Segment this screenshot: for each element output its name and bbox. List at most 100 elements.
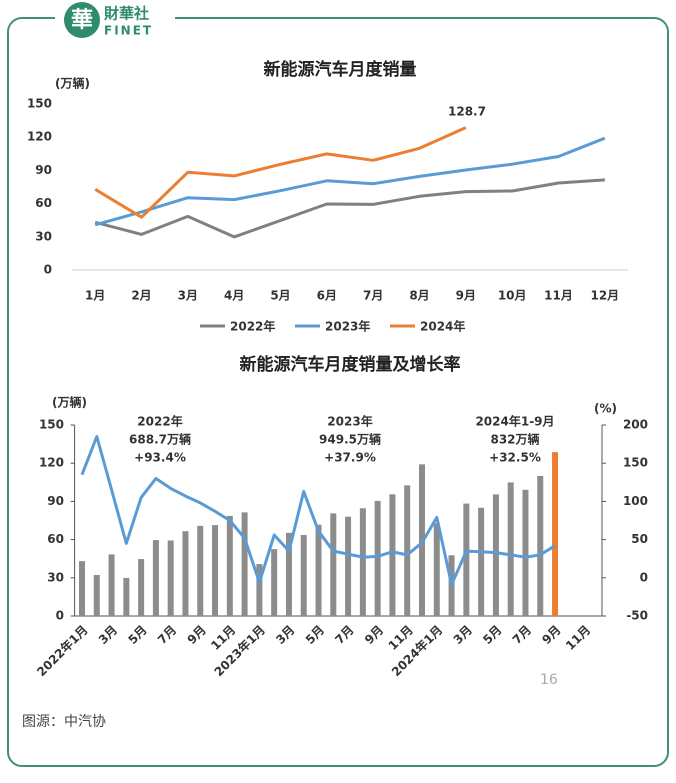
y-tick-label: 120 bbox=[27, 130, 52, 144]
y-tick-label: 150 bbox=[27, 97, 52, 111]
bar bbox=[182, 531, 189, 616]
annotation: 2023年 bbox=[327, 414, 372, 429]
bar bbox=[492, 494, 499, 616]
y2-tick-label: 50 bbox=[631, 532, 648, 546]
x-tick-label: 11月 bbox=[544, 289, 573, 303]
x-tick-label: 5月 bbox=[303, 623, 327, 647]
source: 图源：中汽协 bbox=[22, 714, 106, 730]
y-tick-label: 30 bbox=[35, 229, 52, 243]
x-tick-label: 5月 bbox=[480, 623, 504, 647]
y-axis-label: (万辆) bbox=[52, 395, 87, 410]
chart-title: 新能源汽车月度销量及增长率 bbox=[240, 354, 461, 375]
bar bbox=[108, 554, 115, 616]
x-tick-label: 8月 bbox=[409, 289, 429, 303]
bar bbox=[212, 525, 219, 616]
bar bbox=[93, 574, 100, 616]
bar bbox=[359, 508, 366, 616]
legend-label: 2022年 bbox=[230, 319, 275, 334]
bar bbox=[123, 577, 130, 616]
x-tick-label: 3月 bbox=[273, 623, 297, 647]
bar bbox=[478, 507, 485, 616]
line-series bbox=[80, 435, 556, 587]
bar bbox=[167, 540, 174, 616]
bar bbox=[197, 525, 204, 616]
y2-tick-label: 100 bbox=[623, 494, 648, 508]
bar bbox=[374, 500, 381, 616]
bar bbox=[345, 516, 352, 616]
y-tick-label: 0 bbox=[44, 263, 52, 277]
bar bbox=[537, 475, 544, 616]
annotation: 832万辆 bbox=[490, 432, 539, 447]
annotation: 2024年1-9月 bbox=[475, 414, 554, 429]
bar bbox=[507, 482, 514, 616]
x-tick-label: 9月 bbox=[539, 623, 563, 647]
bar bbox=[241, 512, 248, 616]
x-tick-label: 7月 bbox=[155, 623, 179, 647]
y2-axis-label: (%) bbox=[594, 402, 617, 416]
bar bbox=[433, 523, 440, 616]
y-tick-label: 60 bbox=[35, 196, 52, 210]
y-tick-label: 120 bbox=[39, 456, 64, 470]
x-tick-label: 2022年1月 bbox=[33, 622, 90, 679]
x-tick-label: 9月 bbox=[456, 289, 476, 303]
bar bbox=[226, 515, 233, 616]
frame bbox=[7, 17, 669, 767]
bar bbox=[285, 532, 292, 616]
annotation: 949.5万辆 bbox=[319, 432, 381, 447]
annotation: 128.7 bbox=[448, 105, 486, 119]
x-tick-label: 7月 bbox=[332, 623, 356, 647]
bar bbox=[552, 452, 559, 616]
chart-title: 新能源汽车月度销量 bbox=[264, 59, 417, 80]
x-tick-label: 3月 bbox=[178, 289, 198, 303]
annotation: 688.7万辆 bbox=[129, 432, 191, 447]
x-tick-label: 9月 bbox=[185, 623, 209, 647]
bar bbox=[256, 564, 263, 616]
y-axis-label: (万辆) bbox=[55, 76, 90, 91]
bar bbox=[463, 503, 470, 616]
y-tick-label: 90 bbox=[35, 163, 52, 177]
x-tick-label: 12月 bbox=[590, 289, 619, 303]
x-tick-label: 7月 bbox=[510, 623, 534, 647]
logo-latin: FINET bbox=[104, 24, 153, 38]
x-tick-label: 10月 bbox=[498, 289, 527, 303]
x-tick-label: 2月 bbox=[131, 289, 151, 303]
bar bbox=[138, 559, 145, 616]
annotation: +93.4% bbox=[134, 451, 186, 465]
x-tick-label: 3月 bbox=[451, 623, 475, 647]
y-tick-label: 60 bbox=[47, 532, 64, 546]
bar bbox=[404, 485, 411, 616]
x-tick-label: 6月 bbox=[317, 289, 337, 303]
bar bbox=[300, 535, 307, 616]
logo-name: 財華社 bbox=[103, 5, 149, 23]
bar bbox=[271, 549, 278, 616]
x-tick-label: 5月 bbox=[270, 289, 290, 303]
legend-label: 2024年 bbox=[420, 319, 465, 334]
line-series bbox=[94, 136, 606, 227]
line-series bbox=[94, 126, 467, 219]
y-tick-label: 90 bbox=[47, 494, 64, 508]
y-tick-label: 0 bbox=[56, 609, 64, 623]
y2-tick-label: -50 bbox=[626, 609, 648, 623]
x-tick-label: 5月 bbox=[125, 623, 149, 647]
annotation: +37.9% bbox=[324, 451, 376, 465]
logo-mark: 華 bbox=[71, 8, 93, 33]
x-tick-label: 1月 bbox=[85, 289, 105, 303]
bar bbox=[522, 489, 529, 616]
legend-label: 2023年 bbox=[325, 319, 370, 334]
y-tick-label: 150 bbox=[39, 418, 64, 432]
bar bbox=[78, 561, 85, 616]
y-tick-label: 30 bbox=[47, 570, 64, 584]
bar bbox=[152, 540, 159, 616]
x-tick-label: 7月 bbox=[363, 289, 383, 303]
bar bbox=[315, 524, 322, 616]
bar bbox=[330, 513, 337, 616]
line-series bbox=[94, 178, 605, 239]
page-number: 16 bbox=[540, 672, 558, 688]
x-tick-label: 11月 bbox=[563, 623, 593, 653]
logo-badge bbox=[64, 2, 100, 38]
y2-tick-label: 150 bbox=[623, 456, 648, 470]
x-tick-label: 4月 bbox=[224, 289, 244, 303]
x-tick-label: 3月 bbox=[96, 623, 120, 647]
y2-tick-label: 0 bbox=[640, 570, 648, 584]
